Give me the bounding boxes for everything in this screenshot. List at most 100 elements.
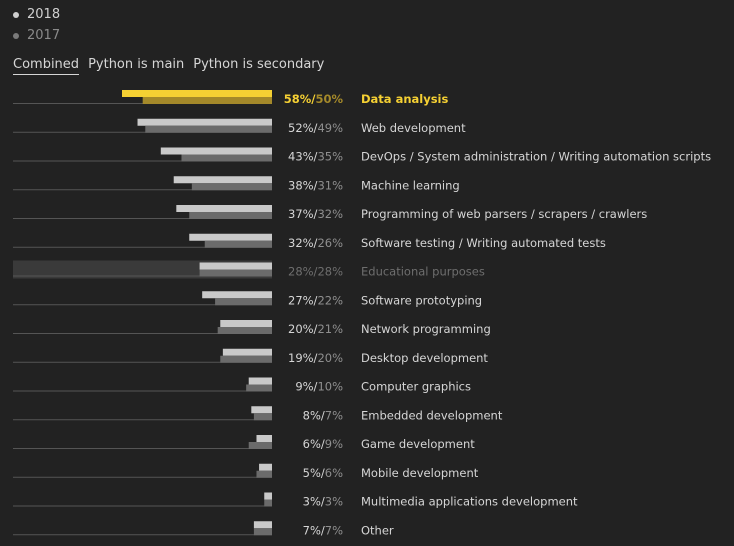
value-label-2017: 35% — [317, 150, 343, 164]
category-label: Multimedia applications development — [361, 495, 578, 509]
category-label: Embedded development — [361, 408, 503, 422]
value-label-2018: 52%/ — [288, 121, 318, 135]
bar-2018 — [160, 147, 272, 155]
category-label: Mobile development — [361, 466, 479, 480]
legend-label-2017: 2017 — [27, 28, 61, 43]
bar-2018 — [173, 176, 272, 184]
bar-2018 — [199, 262, 272, 270]
tab-python-is-secondary[interactable]: Python is secondary — [193, 57, 325, 72]
category-label: DevOps / System administration / Writing… — [361, 150, 711, 164]
value-label-2017: 21% — [317, 322, 343, 336]
bar-2018 — [176, 205, 272, 212]
category-label: Programming of web parsers / scrapers / … — [361, 207, 647, 221]
value-label: 8%/7% — [303, 408, 343, 422]
value-label: 28%/28% — [288, 265, 343, 279]
value-label-2017: 26% — [317, 236, 343, 250]
bar-2017 — [204, 240, 272, 248]
bar-2018 — [189, 233, 272, 241]
value-label-2018: 8%/ — [303, 408, 325, 422]
legend-item-2017[interactable]: 2017 — [13, 25, 60, 46]
value-label: 19%/20% — [288, 351, 343, 365]
bar-2018 — [256, 435, 272, 442]
view-tabs: Combined Python is main Python is second… — [13, 56, 333, 75]
bar-2017 — [220, 355, 272, 363]
category-label: Software prototyping — [361, 293, 482, 307]
bar-2018 — [251, 406, 272, 414]
value-label-2018: 19%/ — [288, 351, 318, 365]
value-label-2018: 28%/ — [288, 265, 318, 279]
value-label-2017: 9% — [325, 437, 343, 451]
value-label-2018: 32%/ — [288, 236, 318, 250]
value-label-2018: 43%/ — [288, 150, 318, 164]
bar-2017 — [248, 442, 272, 449]
bar-2018 — [259, 463, 272, 471]
bar-2017 — [142, 97, 272, 104]
value-label: 32%/26% — [288, 236, 343, 250]
value-label: 52%/49% — [288, 121, 343, 135]
legend-dot-2017-icon — [13, 32, 19, 39]
bar-2018 — [122, 90, 272, 97]
bar-2017 — [256, 470, 272, 478]
legend-item-2018[interactable]: 2018 — [13, 4, 60, 25]
legend: 2018 2017 — [13, 4, 60, 46]
value-label: 3%/3% — [303, 495, 343, 509]
value-label: 9%/10% — [295, 380, 343, 394]
value-label: 27%/22% — [288, 293, 343, 307]
value-label-2017: 28% — [317, 265, 343, 279]
bar-2017 — [181, 154, 272, 162]
bar-2017 — [264, 499, 272, 507]
bar-2017 — [253, 528, 272, 536]
value-label-2017: 7% — [325, 408, 343, 422]
bar-2017 — [191, 183, 272, 191]
category-label: Data analysis — [361, 92, 449, 106]
value-label-2017: 49% — [317, 121, 343, 135]
value-label: 5%/6% — [303, 466, 343, 480]
value-label: 20%/21% — [288, 322, 343, 336]
category-label: Software testing / Writing automated tes… — [361, 236, 606, 250]
bar-2017 — [145, 125, 272, 133]
value-label: 6%/9% — [303, 437, 343, 451]
legend-label-2018: 2018 — [27, 7, 61, 22]
value-label-2017: 7% — [325, 523, 343, 537]
category-label: Educational purposes — [361, 265, 485, 279]
value-label-2017: 20% — [317, 351, 343, 365]
value-label-2018: 5%/ — [303, 466, 325, 480]
bar-2018 — [137, 118, 272, 126]
bar-2018 — [253, 521, 272, 529]
category-label: Game development — [361, 437, 475, 451]
bar-2018 — [202, 291, 272, 299]
value-label-2017: 10% — [317, 380, 343, 394]
value-label-2017: 32% — [317, 207, 343, 221]
category-label: Web development — [361, 121, 466, 135]
tab-python-is-main[interactable]: Python is main — [88, 57, 185, 72]
bar-2017 — [189, 212, 272, 219]
value-label: 38%/31% — [288, 178, 343, 192]
category-label: Computer graphics — [361, 380, 471, 394]
bar-2018 — [220, 320, 272, 327]
legend-dot-2018-icon — [13, 11, 19, 18]
value-label: 7%/7% — [303, 523, 343, 537]
bar-2017 — [246, 384, 272, 392]
value-label: 37%/32% — [288, 207, 343, 221]
value-label: 43%/35% — [288, 150, 343, 164]
value-label-2017: 31% — [317, 178, 343, 192]
bar-2017 — [253, 413, 272, 421]
bar-2017 — [215, 298, 272, 306]
value-label-2018: 58%/ — [284, 92, 317, 106]
value-label-2018: 6%/ — [303, 437, 325, 451]
category-label: Machine learning — [361, 178, 460, 192]
bar-2017 — [217, 327, 272, 334]
tab-combined[interactable]: Combined — [13, 56, 80, 75]
value-label-2017: 3% — [325, 495, 343, 509]
value-label-2018: 3%/ — [303, 495, 325, 509]
category-label: Other — [361, 523, 394, 537]
bar-2018 — [264, 492, 272, 500]
value-label-2017: 22% — [317, 293, 343, 307]
value-label-2017: 50% — [315, 92, 343, 106]
value-label-2018: 38%/ — [288, 178, 318, 192]
bar-2018 — [248, 377, 272, 385]
value-label-2017: 6% — [325, 466, 343, 480]
bar-2017 — [199, 269, 272, 277]
value-label-2018: 9%/ — [295, 380, 317, 394]
